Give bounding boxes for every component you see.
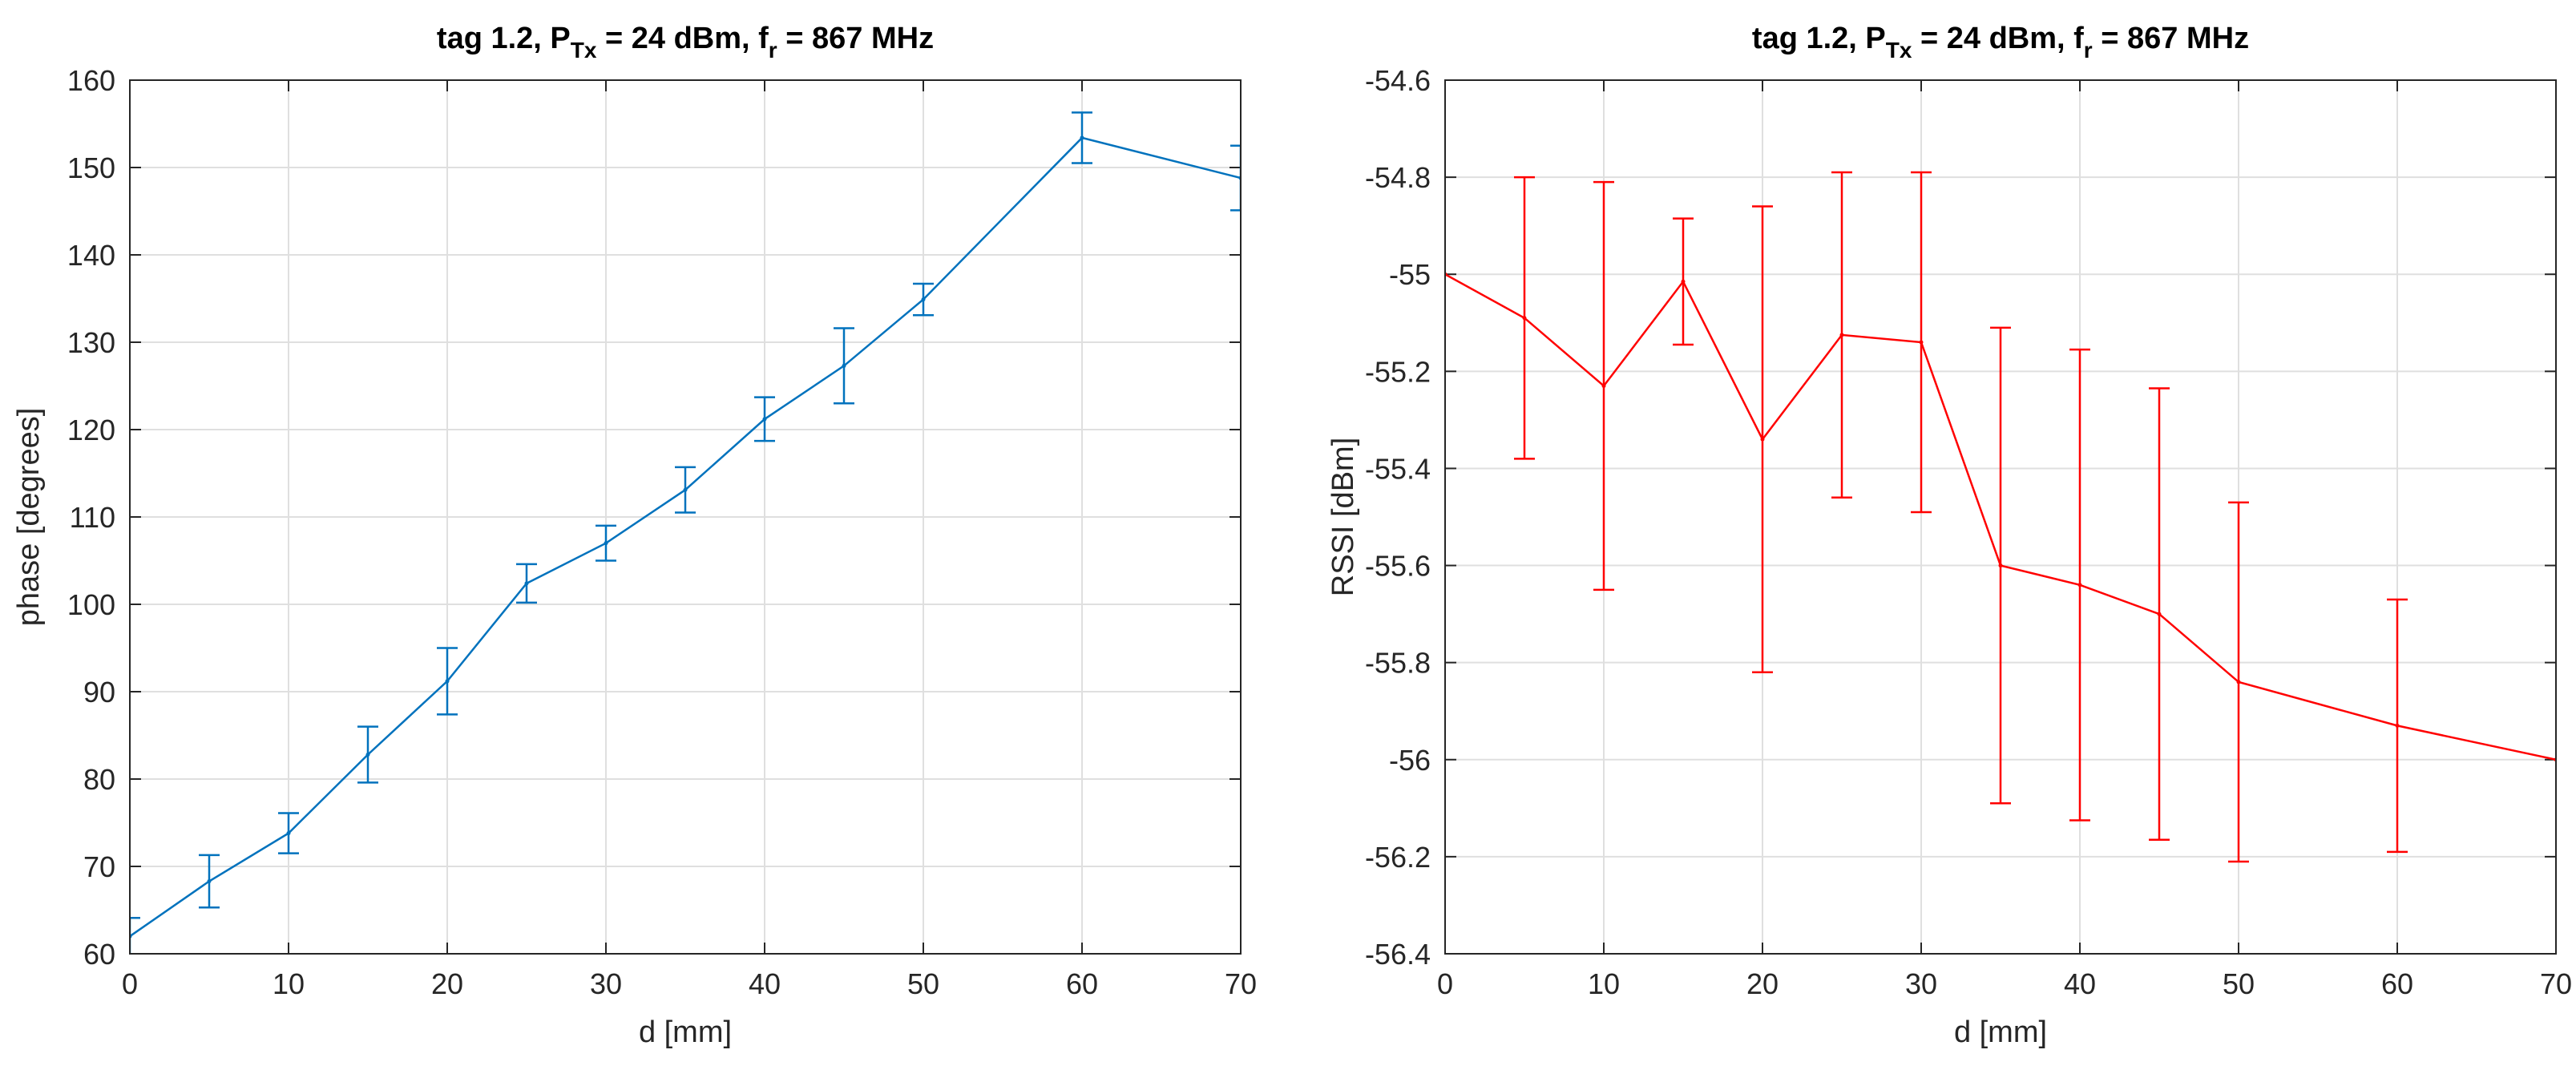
data-point <box>524 581 529 586</box>
title-mid: = 24 dBm, f <box>596 22 769 55</box>
y-tick-label: -55.2 <box>1365 355 1431 388</box>
y-axis-label: phase [degrees] <box>12 408 46 627</box>
x-tick-label: 20 <box>1746 967 1779 1000</box>
y-tick-label: 140 <box>67 239 115 272</box>
x-tick-label: 70 <box>1225 967 1257 1000</box>
x-axis-label: d [mm] <box>639 1015 732 1049</box>
x-tick-label: 0 <box>1437 967 1453 1000</box>
title-prefix: tag 1.2, P <box>1752 22 1886 55</box>
data-point <box>1681 279 1686 284</box>
x-tick-label: 60 <box>2381 967 2413 1000</box>
x-tick-label: 10 <box>273 967 305 1000</box>
data-point <box>604 541 608 546</box>
data-point <box>1919 340 1924 345</box>
y-tick-label: -55.4 <box>1365 452 1431 485</box>
x-tick-label: 30 <box>1905 967 1937 1000</box>
chart-1: 0 10 20 30 40 50 60 70 60 70 80 90 100 110 120 130 140 15… <box>12 22 1257 1049</box>
data-point <box>2236 680 2241 684</box>
x-tick-label: 10 <box>1588 967 1620 1000</box>
x-axis-label: d [mm] <box>1954 1015 2047 1049</box>
x-tick-label: 40 <box>749 967 781 1000</box>
y-tick-label: 80 <box>83 763 115 796</box>
title-f-sub: r <box>2084 38 2093 63</box>
data-point <box>1839 333 1844 337</box>
data-point <box>2395 723 2400 728</box>
chart-title: tag 1.2, PTx = 24 dBm, fr = 867 MHz <box>437 22 934 63</box>
title-prefix: tag 1.2, P <box>437 22 571 55</box>
data-point <box>445 679 450 684</box>
y-tick-label: 60 <box>83 938 115 971</box>
y-tick-label: 70 <box>83 850 115 883</box>
y-tick-label: -54.6 <box>1365 64 1431 97</box>
x-tick-label: 0 <box>122 967 138 1000</box>
data-point <box>2077 583 2082 587</box>
data-point <box>1998 563 2003 568</box>
x-tick-label: 40 <box>2064 967 2096 1000</box>
data-layer <box>1445 171 2556 863</box>
y-tick-label: -55.8 <box>1365 647 1431 680</box>
data-point <box>683 487 688 492</box>
x-tick-label: 20 <box>431 967 463 1000</box>
x-tick-label: 50 <box>2223 967 2255 1000</box>
data-point <box>1760 437 1765 442</box>
x-tick-label: 60 <box>1066 967 1098 1000</box>
y-tick-label: 130 <box>67 326 115 359</box>
data-point <box>207 879 212 884</box>
y-tick-label: -54.8 <box>1365 161 1431 194</box>
data-point <box>1522 316 1527 321</box>
y-tick-label: 160 <box>67 64 115 97</box>
x-tick-label: 30 <box>590 967 622 1000</box>
y-tick-label: -55 <box>1389 258 1431 291</box>
data-point <box>842 363 846 368</box>
x-tick-label: 70 <box>2540 967 2572 1000</box>
y-tick-label: -56.2 <box>1365 841 1431 874</box>
chart-title: tag 1.2, PTx = 24 dBm, fr = 867 MHz <box>1752 22 2249 63</box>
data-point <box>921 297 926 302</box>
y-tick-label: -55.6 <box>1365 550 1431 583</box>
title-p-sub: Tx <box>1886 38 1912 63</box>
y-tick-label: 150 <box>67 151 115 184</box>
data-point <box>286 831 291 836</box>
y-tick-label: 110 <box>70 501 115 534</box>
x-tick-label: 50 <box>907 967 939 1000</box>
y-tick-label: 90 <box>83 676 115 709</box>
y-tick-label: 100 <box>67 588 115 621</box>
axes-box <box>129 79 1242 955</box>
data-point <box>762 417 767 422</box>
title-suffix: = 867 MHz <box>2093 22 2249 55</box>
y-tick-label: -56.4 <box>1365 938 1431 971</box>
data-layer <box>130 111 1241 954</box>
title-f-sub: r <box>769 38 777 63</box>
data-point <box>365 752 370 757</box>
data-point <box>1080 135 1084 140</box>
title-mid: = 24 dBm, f <box>1912 22 2084 55</box>
axes-box <box>1444 79 2557 955</box>
y-axis-label: RSSI [dBm] <box>1326 438 1360 597</box>
title-p-sub: Tx <box>571 38 597 63</box>
chart-2: 0 10 20 30 40 50 60 70 -56.4 -56.2 -56 -55.8 -55.6 -5… <box>1326 22 2572 1049</box>
title-suffix: = 867 MHz <box>777 22 934 55</box>
y-tick-label: -56 <box>1389 744 1431 777</box>
y-tick-label: 120 <box>67 414 115 446</box>
data-point <box>2157 612 2162 616</box>
data-point <box>1601 384 1606 388</box>
